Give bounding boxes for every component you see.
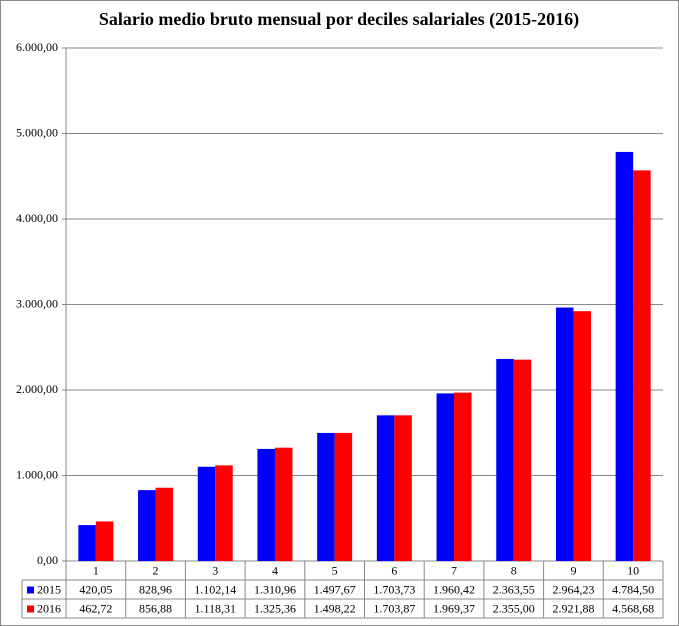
- bar: [394, 415, 412, 561]
- x-tick-label: 7: [451, 563, 457, 577]
- table-value: 828,96: [139, 582, 172, 596]
- bar: [274, 447, 293, 561]
- table-value: 2.363,55: [493, 582, 535, 596]
- bar: [633, 170, 651, 561]
- bar: [573, 311, 591, 561]
- x-tick-label: 6: [391, 563, 397, 577]
- bar: [555, 307, 574, 561]
- x-tick-label: 3: [212, 563, 218, 577]
- legend-label: 2016: [37, 601, 61, 615]
- table-value: 2.921,88: [552, 601, 594, 615]
- bar: [334, 432, 353, 561]
- y-tick-label: 2.000,00: [16, 382, 58, 396]
- table-value: 4.568,68: [612, 601, 654, 615]
- x-tick-label: 8: [511, 563, 517, 577]
- table-value: 1.969,37: [433, 601, 475, 615]
- table-value: 856,88: [139, 601, 172, 615]
- y-tick-label: 1.000,00: [16, 467, 58, 481]
- legend-key: [27, 605, 34, 613]
- table-value: 2.964,23: [552, 582, 594, 596]
- legend-key: [27, 586, 34, 594]
- chart-title: Salario medio bruto mensual por deciles …: [99, 9, 579, 30]
- bar: [436, 393, 455, 561]
- table-value: 1.498,22: [314, 601, 356, 615]
- bar: [317, 432, 335, 561]
- x-tick-label: 10: [627, 563, 639, 577]
- legend-label: 2015: [37, 582, 61, 596]
- y-tick-label: 3.000,00: [16, 296, 58, 310]
- x-tick-label: 9: [570, 563, 576, 577]
- table-value: 462,72: [79, 601, 112, 615]
- y-tick-label: 5.000,00: [16, 125, 58, 139]
- y-tick-label: 6.000,00: [16, 40, 58, 54]
- bar: [496, 358, 514, 561]
- bar: [78, 525, 96, 561]
- table-value: 1.960,42: [433, 582, 475, 596]
- table-value: 1.310,96: [254, 582, 296, 596]
- table-value: 1.703,73: [373, 582, 415, 596]
- x-tick-label: 1: [93, 563, 99, 577]
- x-tick-label: 5: [332, 563, 338, 577]
- table-value: 1.497,67: [314, 582, 356, 596]
- bar: [155, 487, 174, 561]
- bar: [257, 448, 275, 561]
- bar: [513, 359, 532, 561]
- table-value: 420,05: [79, 582, 112, 596]
- table-value: 1.703,87: [373, 601, 415, 615]
- table-value: 1.325,36: [254, 601, 296, 615]
- bar: [197, 466, 216, 561]
- bar: [376, 415, 395, 561]
- table-value: 1.118,31: [194, 601, 236, 615]
- table-value: 2.355,00: [493, 601, 535, 615]
- bar: [138, 490, 156, 561]
- bar: [95, 521, 114, 561]
- x-tick-label: 2: [153, 563, 159, 577]
- y-tick-label: 0,00: [37, 553, 58, 567]
- x-tick-label: 4: [272, 563, 278, 577]
- y-tick-label: 4.000,00: [16, 211, 58, 225]
- bar: [454, 392, 472, 561]
- table-value: 1.102,14: [194, 582, 236, 596]
- table-value: 4.784,50: [612, 582, 654, 596]
- bar: [215, 465, 233, 561]
- bar: [615, 151, 634, 562]
